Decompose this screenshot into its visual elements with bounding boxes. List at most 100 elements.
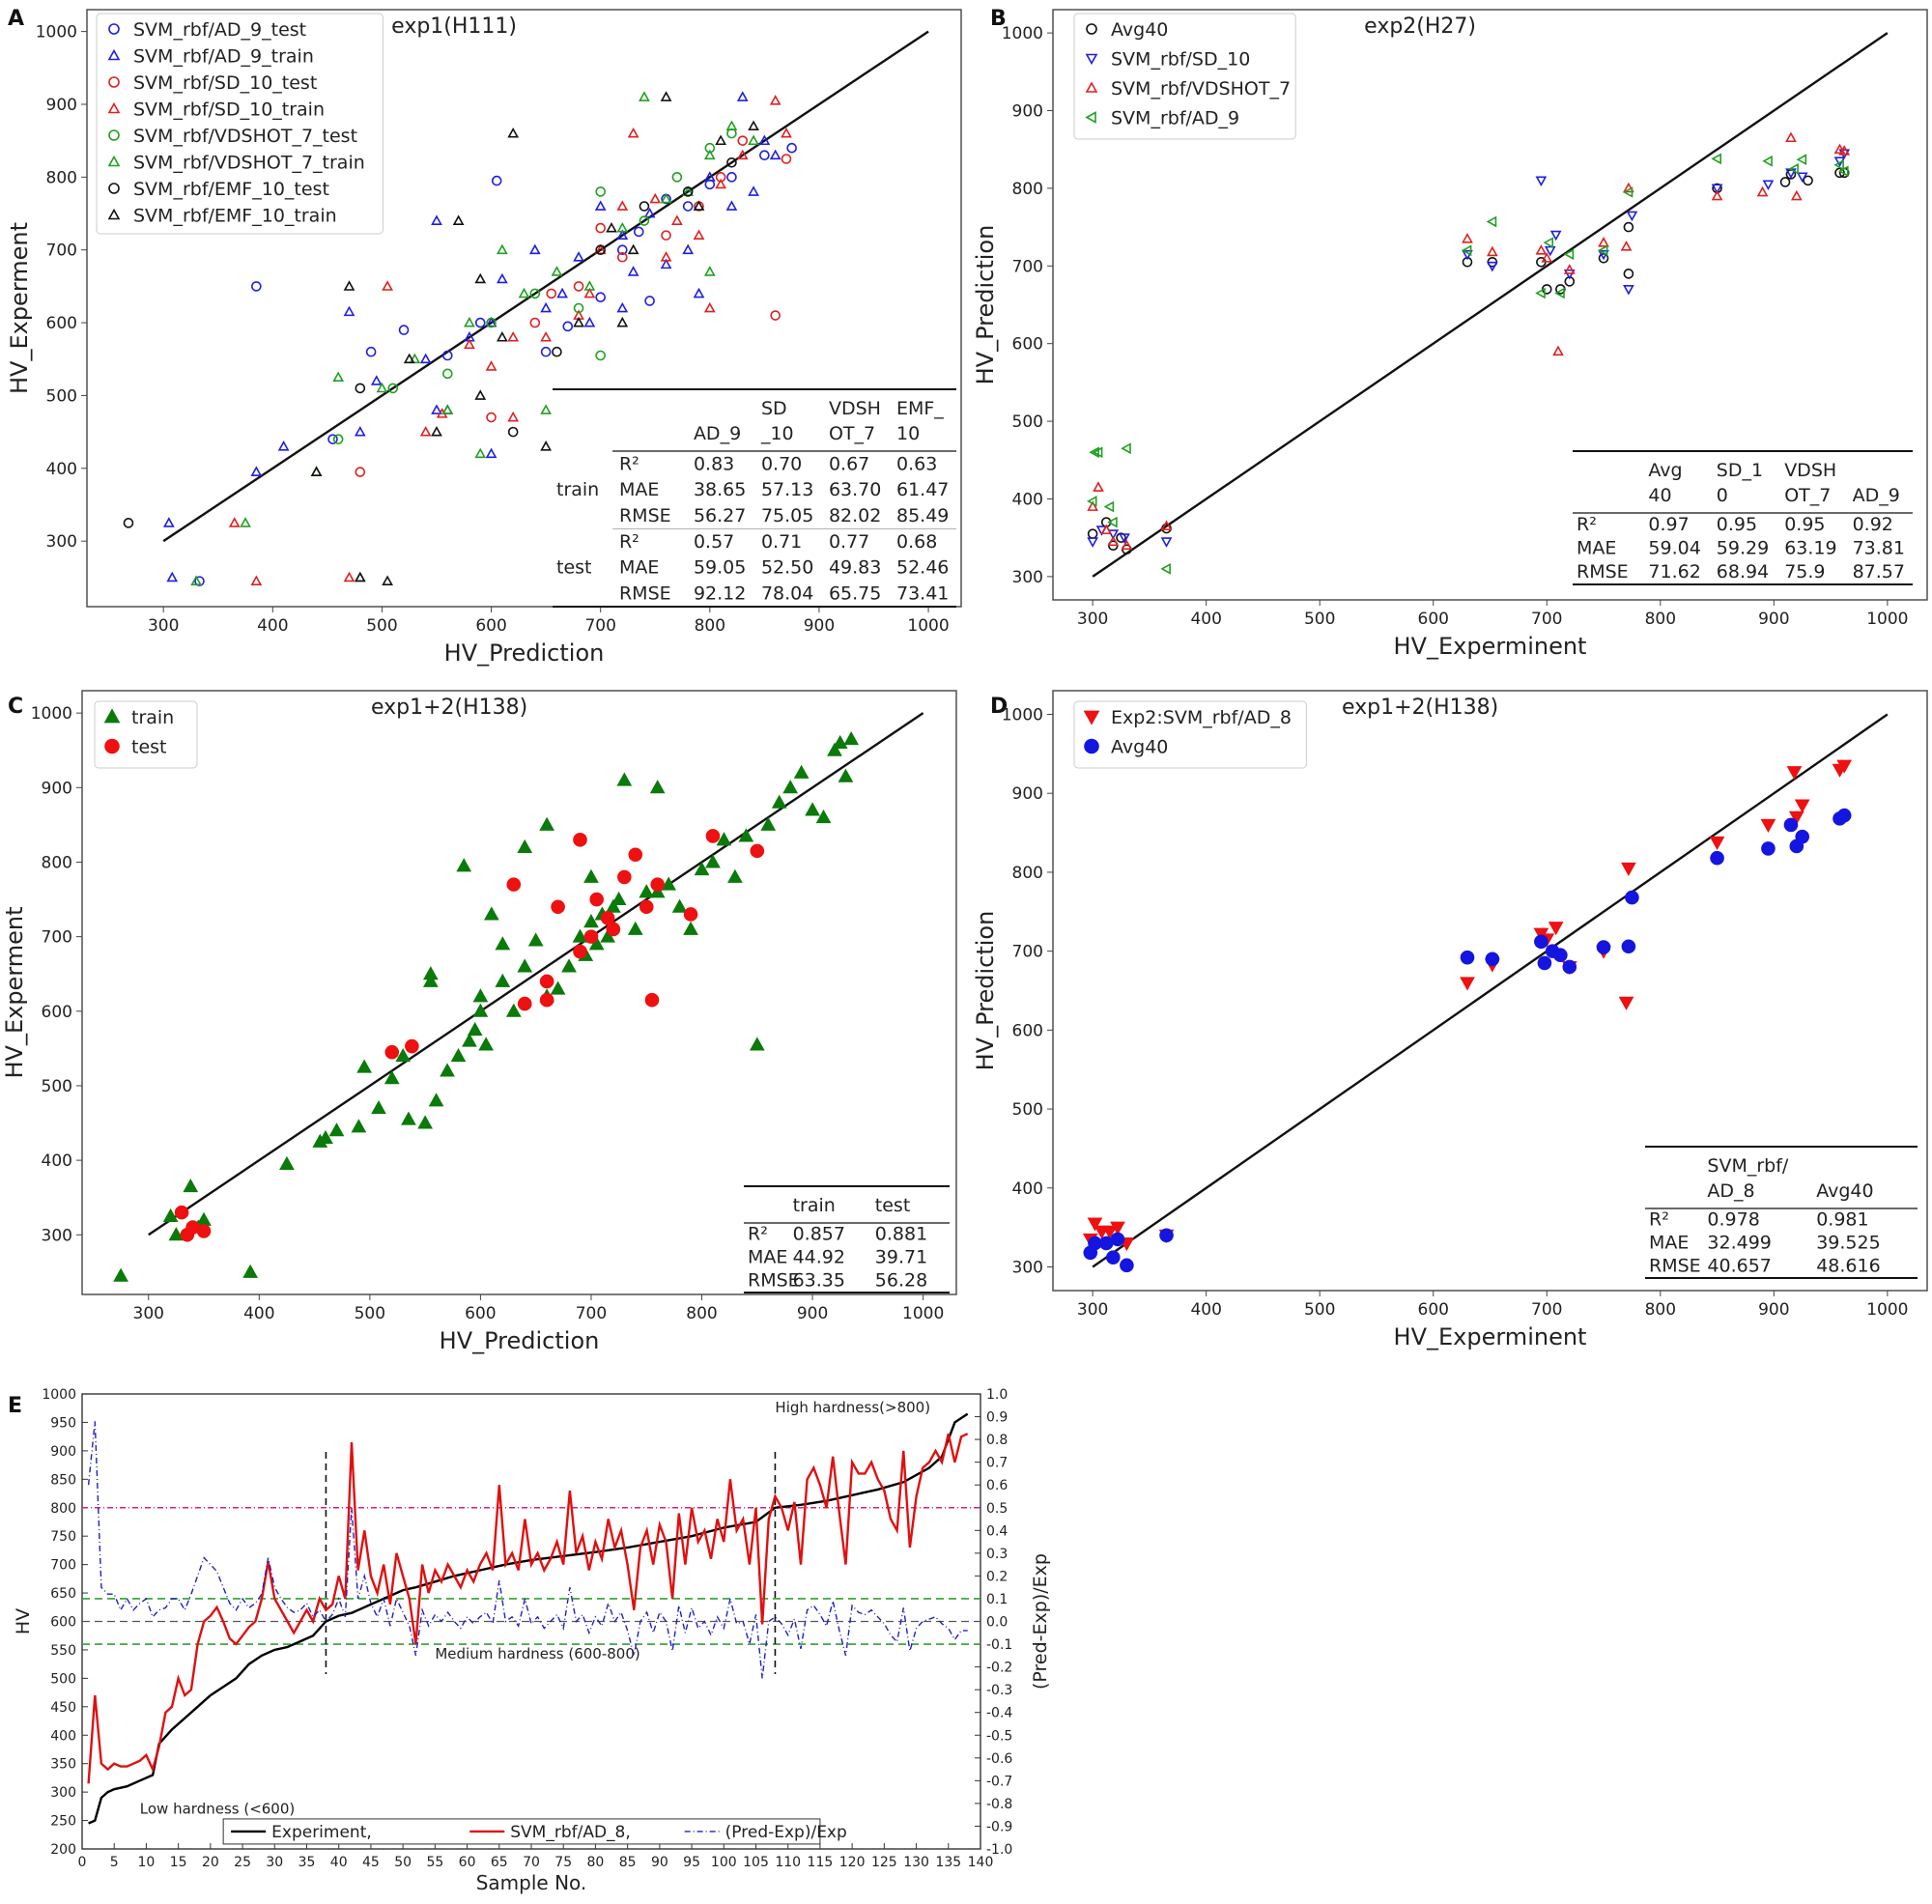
y-axis-label: HV_Experment: [1, 906, 28, 1078]
data-point: [611, 891, 627, 906]
data-point: [769, 95, 781, 105]
x-tick-label: 25: [234, 1855, 251, 1870]
y-tick-label: 300: [1012, 1258, 1043, 1277]
legend-box: [222, 1818, 821, 1845]
data-point: [529, 288, 541, 299]
x-tick-label: 900: [1758, 610, 1789, 629]
data-point: [650, 877, 665, 892]
data-point: [749, 1037, 765, 1051]
legend-label: Experiment,: [271, 1823, 372, 1842]
table-cell: RMSE: [1649, 1255, 1701, 1276]
y-tick-label: 700: [50, 1558, 76, 1574]
data-point: [683, 921, 698, 935]
data-point: [617, 869, 632, 885]
data-point: [328, 1123, 345, 1137]
table-cell: 39.71: [875, 1246, 927, 1267]
data-point: [1788, 810, 1804, 825]
data-point: [1086, 496, 1097, 507]
chart-title: exp1(H111): [391, 14, 517, 39]
data-point: [660, 192, 672, 204]
x-tick-label: 0: [78, 1855, 87, 1870]
data-point: [1087, 1217, 1103, 1232]
x-tick-label: 800: [686, 1304, 717, 1323]
data-point: [1107, 535, 1120, 547]
y-tick-label: 800: [46, 168, 77, 187]
table-cell: 39.525: [1816, 1232, 1880, 1253]
data-point: [431, 404, 442, 414]
y-tick-label: 450: [50, 1700, 76, 1716]
data-point: [486, 317, 497, 328]
data-point: [682, 186, 694, 197]
table-cell: MAE: [1649, 1232, 1689, 1253]
x-tick-label: 600: [465, 1304, 496, 1323]
data-point: [529, 317, 541, 328]
data-point: [539, 992, 554, 1008]
data-point: [354, 571, 366, 583]
y2-tick-label: 0.2: [986, 1569, 1008, 1584]
y2-tick-label: 0.7: [986, 1456, 1008, 1471]
data-point: [1541, 252, 1553, 263]
series-5: [190, 91, 759, 586]
legend: train test: [94, 700, 198, 769]
y-tick-label: 400: [1012, 490, 1043, 509]
table-cell: 71.62: [1648, 561, 1700, 583]
data-point: [1563, 269, 1576, 280]
data-point: [583, 287, 596, 298]
y2-tick-label: 0.5: [986, 1501, 1008, 1517]
table-cell: 0.978: [1707, 1208, 1759, 1230]
x-tick-label: 135: [935, 1855, 961, 1870]
y-tick-label: 500: [42, 1077, 72, 1096]
data-point: [639, 91, 650, 101]
data-point: [1783, 817, 1799, 833]
y-tick-label: 700: [46, 242, 77, 261]
data-point: [528, 243, 541, 255]
data-point: [1622, 186, 1634, 198]
table-header: _10: [760, 423, 794, 444]
data-point: [726, 156, 737, 168]
data-point: [600, 928, 616, 943]
x-tick-label: 110: [775, 1855, 801, 1870]
data-point: [1089, 446, 1099, 459]
y-tick-label: 1000: [1002, 706, 1043, 725]
data-point: [409, 353, 421, 364]
data-point: [318, 1129, 333, 1144]
data-point: [588, 936, 605, 951]
data-point: [606, 221, 617, 233]
x-tick-label: 10: [138, 1855, 156, 1870]
data-point: [1803, 175, 1813, 186]
diagonal-line: [148, 712, 924, 1236]
data-point: [703, 266, 716, 276]
data-point: [551, 266, 563, 276]
x-tick-label: 500: [366, 616, 397, 636]
data-point: [573, 302, 584, 314]
y2-tick-label: -0.9: [986, 1819, 1012, 1834]
y-axis-label: HV_Prediction: [972, 911, 999, 1071]
data-point: [539, 816, 554, 831]
data-point: [456, 858, 472, 872]
x-axis-label: HV_Prediction: [444, 639, 605, 667]
legend-marker: [1085, 53, 1098, 66]
data-point: [750, 843, 765, 859]
data-point: [431, 425, 442, 437]
legend-label: SVM_rbf/SD_10_train: [133, 99, 325, 121]
data-point: [1761, 841, 1776, 856]
table-cell: RMSE: [619, 583, 671, 604]
y-tick-label: 600: [42, 1003, 72, 1022]
data-point: [474, 447, 487, 459]
x-tick-label: 50: [394, 1855, 412, 1870]
legend-marker: [107, 155, 121, 167]
data-point: [1100, 524, 1113, 535]
data-point: [639, 201, 650, 212]
data-point: [505, 1003, 522, 1017]
data-point: [1785, 131, 1797, 143]
table-cell: 87.57: [1853, 561, 1905, 583]
table-cell: 68.94: [1717, 561, 1769, 583]
table-cell: 56.28: [875, 1269, 927, 1291]
table-cell: RMSE: [748, 1269, 800, 1291]
data-point: [1711, 153, 1721, 165]
data-point: [1543, 237, 1554, 249]
data-point: [725, 120, 738, 130]
data-point: [485, 447, 497, 459]
series-1: [162, 91, 781, 583]
data-point: [786, 142, 797, 154]
